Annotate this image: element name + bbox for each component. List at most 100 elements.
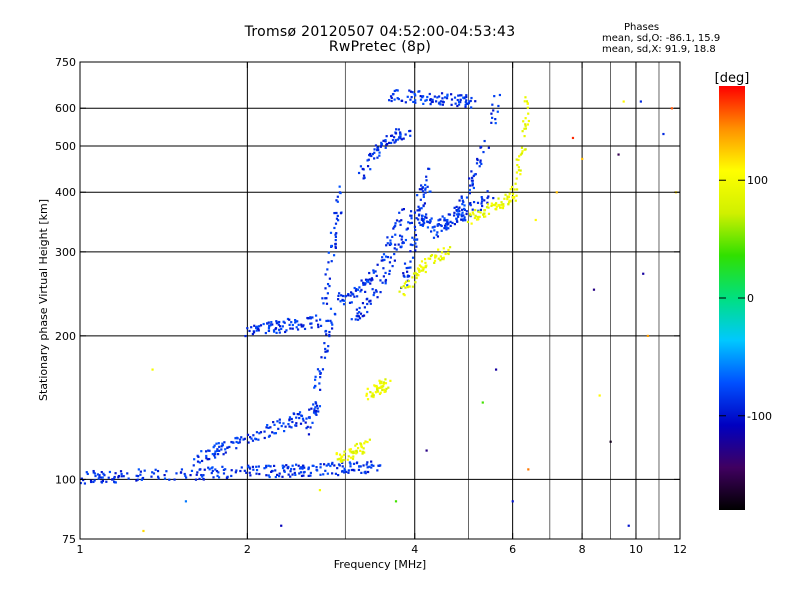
colorbar-tick-label--100: -100 (747, 410, 772, 423)
data-point-O-5-0 (372, 269, 375, 272)
data-point-O-5-54 (358, 286, 361, 289)
data-point-O-11-51 (425, 216, 428, 219)
data-point-O-6-77 (354, 318, 357, 321)
data-point-O-1-59 (295, 416, 298, 419)
data-point-X-3-44 (471, 211, 474, 214)
data-point-O-5-15 (370, 277, 373, 280)
data-point-O-8-90 (464, 103, 467, 107)
data-point-O-6-25 (398, 234, 402, 237)
data-point-X-4-12 (512, 196, 515, 199)
data-point-O-2-23 (323, 356, 327, 359)
data-point-O-0-209 (319, 466, 322, 469)
data-point-O-6-52 (384, 271, 387, 275)
data-point-O-0-183 (154, 468, 157, 471)
data-point-O-10-65 (487, 146, 490, 149)
data-point-O-10-50 (430, 230, 433, 233)
data-point-O-0-120 (343, 471, 346, 474)
data-point-O-11-41 (424, 215, 427, 218)
data-point-O-0-9 (207, 466, 210, 469)
data-point-O-11-60 (452, 214, 456, 217)
data-point-O-8-79 (446, 93, 449, 96)
data-point-O-0-189 (247, 465, 250, 468)
data-point-X-3-54 (506, 198, 509, 201)
data-point-O-11-1 (440, 224, 443, 228)
data-point-O-0-86 (93, 479, 96, 482)
data-point-O-9-45 (424, 191, 427, 194)
data-point-O-6-78 (369, 299, 372, 302)
data-point-O-9-26 (405, 266, 408, 270)
data-point-O-0-56 (379, 464, 382, 467)
data-point-O-6-6 (355, 315, 358, 318)
data-point-O-10-77 (462, 200, 465, 204)
data-point-O-6-57 (376, 296, 379, 299)
data-point-O-6-27 (381, 281, 384, 284)
data-point-X-4-38 (524, 96, 527, 99)
data-point-O-0-167 (222, 472, 226, 475)
data-point-O-0-129 (122, 475, 125, 478)
data-point-O-3-38 (283, 321, 286, 324)
data-point-O-0-203 (150, 475, 153, 478)
data-point-O-10-39 (461, 203, 464, 206)
data-point-O-2-31 (311, 421, 314, 424)
data-point-X-1-27 (371, 392, 374, 395)
data-point-O-1-36 (252, 434, 255, 437)
scatter-point-6 (425, 449, 428, 452)
data-point-X-3-47 (470, 222, 473, 225)
data-point-X-3-5 (473, 216, 476, 220)
data-point-O-8-34 (414, 94, 417, 97)
data-point-O-0-102 (319, 473, 322, 476)
chart-subtitle: RwPretec (8p) (328, 39, 432, 55)
data-point-X-2-35 (406, 286, 409, 289)
data-point-X-0-13 (349, 456, 353, 459)
data-point-X-2-53 (437, 248, 440, 251)
data-point-O-11-17 (429, 219, 432, 222)
data-point-O-0-251 (140, 478, 143, 481)
data-point-O-8-54 (459, 98, 462, 101)
data-point-O-0-191 (105, 480, 108, 483)
data-point-O-9-17 (422, 204, 425, 207)
data-point-O-3-46 (311, 316, 314, 319)
data-point-X-2-17 (404, 286, 407, 289)
data-point-O-6-67 (361, 302, 365, 305)
data-point-O-0-165 (267, 474, 270, 477)
data-point-X-4-41 (511, 192, 515, 196)
data-point-O-8-89 (438, 101, 441, 104)
data-point-O-8-92 (408, 89, 411, 92)
data-point-X-2-9 (422, 266, 425, 269)
data-point-X-3-59 (507, 195, 511, 198)
data-point-O-6-39 (420, 184, 423, 187)
data-point-X-2-39 (415, 276, 418, 280)
data-point-O-10-59 (471, 182, 474, 185)
data-point-O-2-29 (330, 327, 334, 330)
data-point-O-9-49 (421, 214, 424, 218)
data-point-O-10-70 (461, 211, 464, 214)
data-point-O-4-13 (324, 297, 327, 300)
data-point-O-5-28 (399, 223, 402, 226)
data-point-O-3-39 (294, 320, 298, 323)
data-point-O-11-29 (480, 202, 483, 205)
data-point-O-1-11 (267, 426, 270, 430)
data-point-O-5-2 (336, 298, 340, 301)
data-point-O-8-61 (396, 89, 399, 92)
data-point-O-8-10 (424, 99, 427, 102)
data-point-O-10-71 (468, 177, 471, 180)
data-point-O-0-41 (137, 468, 140, 471)
data-point-X-2-22 (420, 269, 423, 272)
data-point-O-1-55 (258, 432, 261, 435)
data-point-O-0-194 (94, 474, 97, 478)
data-point-O-0-197 (347, 471, 350, 474)
data-point-O-1-81 (249, 436, 252, 439)
data-point-O-11-46 (481, 204, 484, 208)
data-point-O-7-10 (378, 151, 381, 154)
data-point-X-2-27 (428, 257, 432, 260)
data-point-O-2-32 (309, 426, 312, 429)
data-point-O-0-59 (230, 474, 233, 478)
data-point-O-6-14 (409, 222, 412, 225)
data-point-O-1-38 (205, 450, 208, 453)
data-point-O-9-34 (418, 209, 421, 212)
data-point-O-9-6 (416, 209, 419, 212)
data-point-O-10-42 (460, 196, 463, 200)
data-point-O-0-112 (216, 474, 219, 478)
data-point-X-2-52 (414, 281, 417, 284)
data-point-X-0-35 (355, 442, 358, 446)
